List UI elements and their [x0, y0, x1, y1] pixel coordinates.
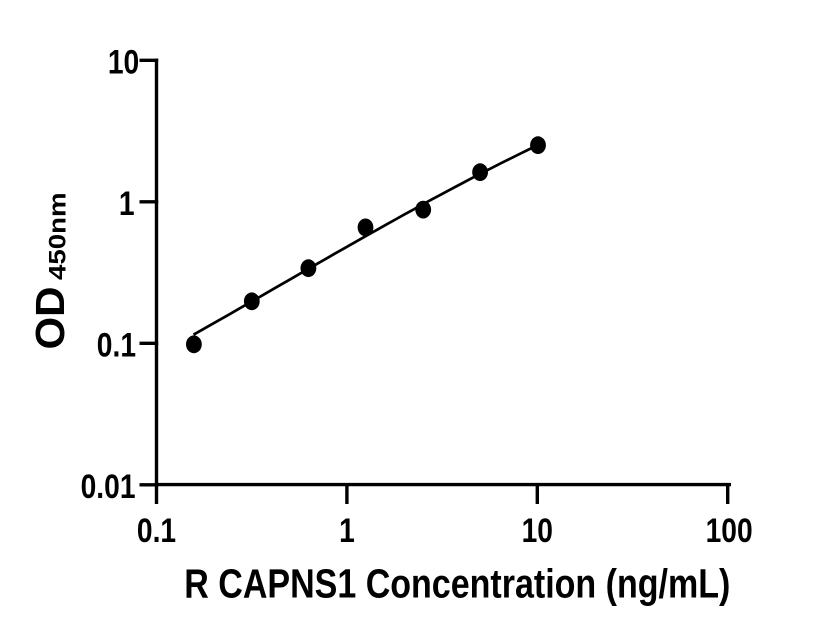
svg-text:100: 100	[706, 511, 753, 549]
svg-text:1: 1	[119, 184, 135, 222]
svg-text:OD: OD	[27, 286, 72, 349]
svg-text:10: 10	[522, 511, 553, 549]
svg-text:R CAPNS1 Concentration (ng/mL): R CAPNS1 Concentration (ng/mL)	[184, 560, 730, 605]
svg-text:0.1: 0.1	[97, 326, 136, 364]
svg-text:0.01: 0.01	[81, 467, 136, 505]
svg-text:1: 1	[339, 511, 355, 549]
svg-text:450nm: 450nm	[43, 192, 71, 280]
svg-text:0.1: 0.1	[137, 511, 176, 549]
svg-text:10: 10	[108, 43, 139, 81]
